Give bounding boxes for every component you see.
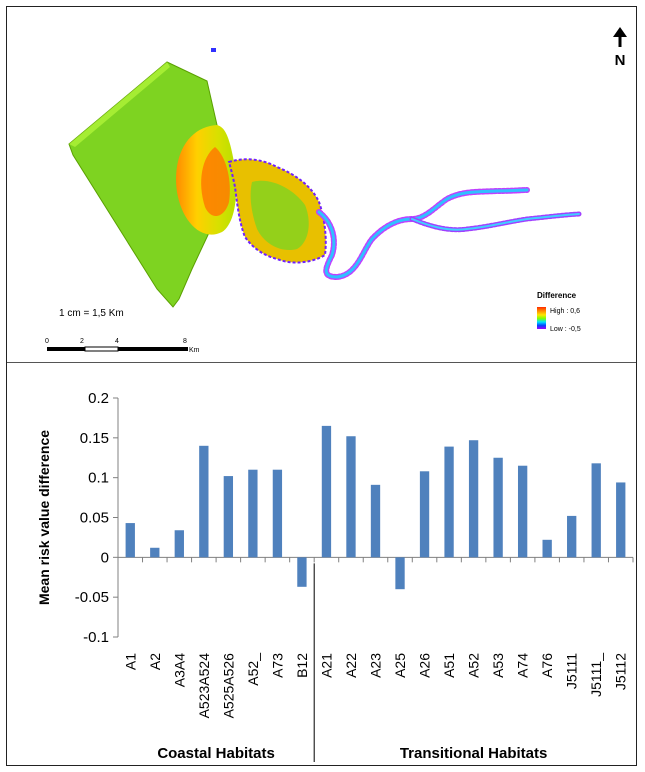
x-tick-label: A23 [368,653,384,678]
north-arrow-icon: N [613,27,627,69]
x-tick-label: A74 [515,653,531,678]
bar-A73 [272,469,283,558]
x-tick-label: B12 [294,653,310,678]
map-river-core [317,188,529,279]
bar-A525A526 [223,476,234,558]
bar-A26 [419,471,430,558]
scale-tick-4: 4 [115,338,119,345]
scale-tick-0: 0 [45,338,49,345]
x-tick-label: A51 [441,653,457,678]
group-label: Transitional Habitats [400,745,548,762]
y-tick-label: 0.2 [88,390,109,407]
x-tick-label: A3A4 [171,653,187,687]
map-panel: N 1 cm = 1,5 Km 0 2 4 8 Km Difference Hi… [7,7,636,362]
bar-A74 [517,465,528,558]
bar-A53 [493,457,503,558]
x-tick-label: A523A524 [196,653,212,719]
bar-A2 [150,547,160,558]
bar-A51 [444,446,454,558]
y-tick-label: 0.15 [80,430,109,447]
bar-A523A524 [199,445,209,558]
x-tick-label: A1 [122,653,138,670]
x-tick-label: A25 [392,653,408,678]
y-tick-label: 0.1 [88,470,109,487]
y-axis-label: Mean risk value difference [36,430,52,605]
bar-B12 [297,557,307,587]
y-tick-label: 0.05 [80,510,109,527]
bar-A22 [346,436,356,558]
panel-divider [7,362,636,363]
x-tick-label: J5111_ [588,653,604,697]
x-tick-label: A52 [466,653,482,678]
y-tick-label: 0 [101,549,109,566]
legend-title: Difference [537,291,577,300]
bar-A3A4 [174,530,184,558]
map-svg: N 1 cm = 1,5 Km 0 2 4 8 Km Difference Hi… [45,27,627,354]
x-tick-label: A2 [147,653,163,670]
bar-A25 [395,557,405,590]
legend-color-ramp [537,307,546,329]
north-label: N [615,52,626,69]
x-tick-label: J5111 [564,653,580,689]
bar-chart-panel: Mean risk value difference -0.1 -0.05 0 0.0… [7,363,636,765]
legend-high: High : 0,6 [550,308,580,315]
map-legend: Difference High : 0,6 Low : -0,5 [537,291,581,333]
y-tick-label: -0.1 [83,629,109,646]
map-river [316,187,530,281]
map-river-branch-core [411,213,580,231]
y-tick-label: -0.05 [75,589,109,606]
scale-tick-2: 2 [80,338,84,345]
bar-J5111 [567,515,577,558]
bar-A1 [125,523,135,558]
scale-tick-8: 8 [183,338,187,345]
map-estuary-inner [250,180,309,251]
legend-low: Low : -0,5 [550,326,581,333]
x-tick-label: J5112 [613,653,629,690]
scale-unit: Km [189,347,200,354]
bar-J5111_ [591,463,601,558]
x-tick-label: A525A526 [220,653,236,719]
x-tick-label: A73 [269,653,285,678]
x-tick-label: A22 [343,653,359,678]
bar-A76 [542,539,552,558]
x-tick-label: A52_ [245,653,261,686]
x-tick-label: A26 [417,653,433,678]
bar-A21 [321,425,332,558]
figure-frame: N 1 cm = 1,5 Km 0 2 4 8 Km Difference Hi… [6,6,637,766]
bar-chart: Mean risk value difference -0.1 -0.05 0 0.0… [36,390,634,762]
bar-A23 [370,484,381,558]
map-sea-area-edge [69,62,170,147]
bar-A52_ [248,469,258,558]
x-tick-label: A21 [318,653,334,678]
x-tick-label: A53 [490,653,506,678]
bar-A52 [468,440,479,558]
map-speck [211,48,216,52]
map-scale-text: 1 cm = 1,5 Km [59,308,124,319]
group-label: Coastal Habitats [157,745,275,762]
map-sea-area [68,61,228,308]
map-plume-core [201,147,230,217]
x-tick-label: A76 [539,653,555,678]
scale-bar: 0 2 4 8 Km [45,338,200,354]
bar-J5112 [616,482,626,558]
